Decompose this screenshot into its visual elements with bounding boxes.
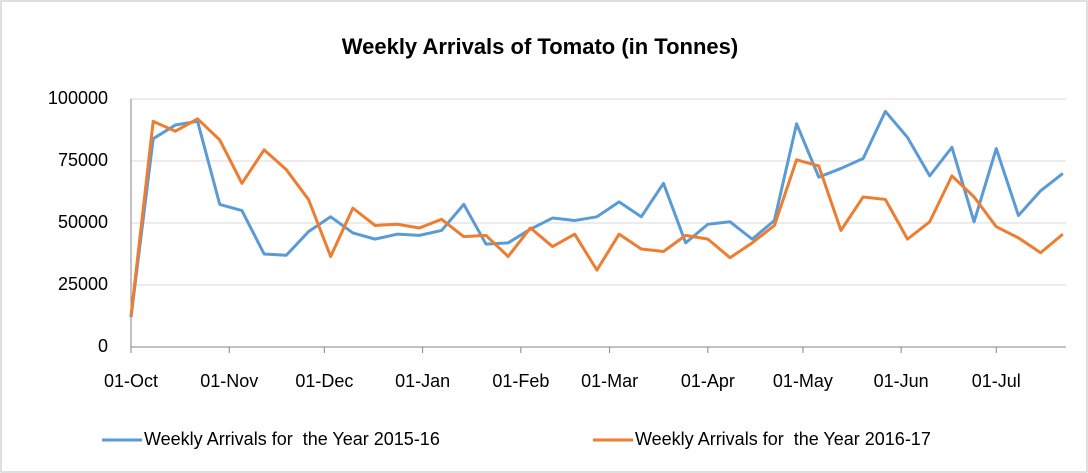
y-tick-label: 100000 (48, 88, 108, 108)
x-tick-label: 01-Feb (492, 371, 549, 391)
x-tick-label: 01-Jun (874, 371, 929, 391)
y-tick-label: 50000 (58, 212, 108, 232)
x-tick-label: 01-Mar (581, 371, 638, 391)
x-tick-label: 01-Oct (104, 371, 158, 391)
data-line (129, 109, 1064, 318)
legend-label: Weekly Arrivals for the Year 2016-17 (635, 429, 931, 449)
y-tick-label: 75000 (58, 150, 108, 170)
y-tick-label: 25000 (58, 274, 108, 294)
legend-label: Weekly Arrivals for the Year 2015-16 (144, 429, 440, 449)
x-tick-label: 01-May (773, 371, 833, 391)
x-tick-label: 01-Apr (681, 371, 735, 391)
y-tick-label: 0 (98, 336, 108, 356)
x-tick-label: 01-Jul (972, 371, 1021, 391)
chart-title: Weekly Arrivals of Tomato (in Tonnes) (342, 34, 738, 59)
data-line (129, 117, 1064, 317)
x-tick-label: 01-Dec (295, 371, 353, 391)
x-tick-label: 01-Jan (395, 371, 450, 391)
x-tick-label: 01-Nov (200, 371, 258, 391)
